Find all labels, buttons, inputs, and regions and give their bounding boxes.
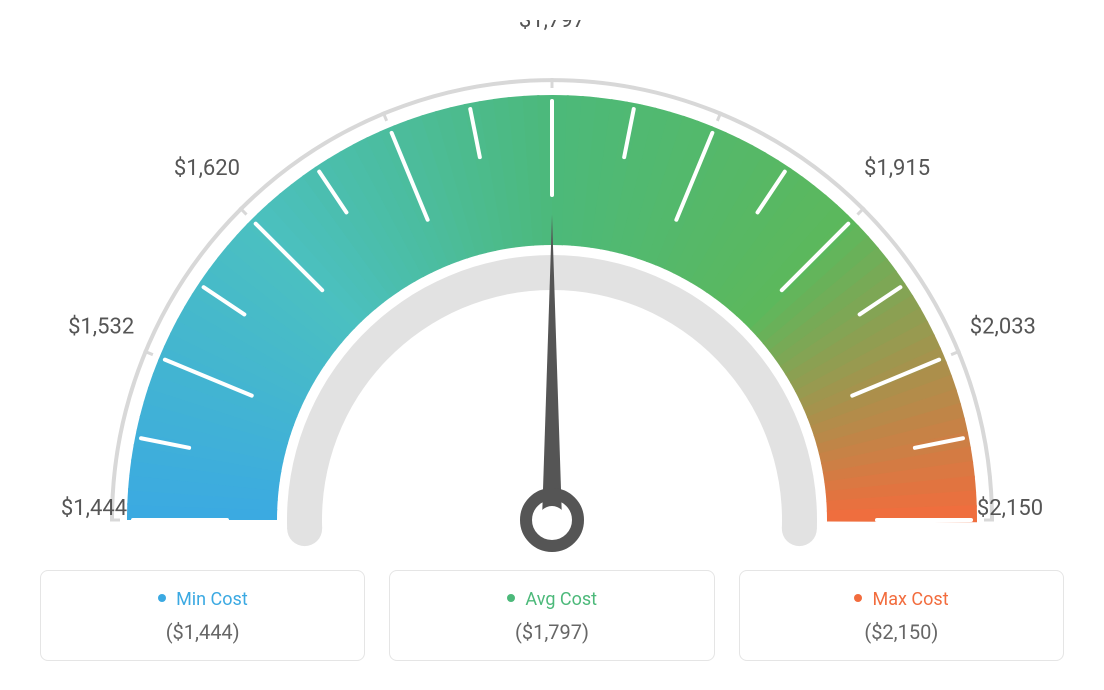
avg-cost-label: Avg Cost — [525, 589, 597, 610]
svg-text:$2,150: $2,150 — [977, 496, 1043, 521]
max-cost-label: Max Cost — [873, 589, 949, 610]
avg-cost-title: Avg Cost — [400, 589, 703, 610]
max-cost-value: ($2,150) — [750, 620, 1053, 644]
avg-cost-value: ($1,797) — [400, 620, 703, 644]
avg-cost-card: Avg Cost ($1,797) — [389, 570, 714, 661]
max-cost-card: Max Cost ($2,150) — [739, 570, 1064, 661]
svg-text:$1,797: $1,797 — [519, 20, 585, 33]
min-cost-title: Min Cost — [51, 589, 354, 610]
svg-text:$1,532: $1,532 — [68, 314, 134, 339]
max-dot-icon — [854, 594, 862, 602]
min-cost-card: Min Cost ($1,444) — [40, 570, 365, 661]
gauge-chart: $1,444 $1,532 $1,620 $1,797 $1,915 $2,033 $2,1… — [40, 20, 1064, 560]
min-cost-value: ($1,444) — [51, 620, 354, 644]
svg-text:$1,444: $1,444 — [61, 496, 127, 521]
svg-text:$1,620: $1,620 — [174, 156, 240, 181]
cost-cards-row: Min Cost ($1,444) Avg Cost ($1,797) Max … — [40, 570, 1064, 661]
svg-text:$1,915: $1,915 — [864, 156, 930, 181]
min-cost-label: Min Cost — [176, 589, 248, 610]
min-dot-icon — [158, 594, 166, 602]
gauge-svg: $1,444 $1,532 $1,620 $1,797 $1,915 $2,033 $2,1… — [40, 20, 1064, 560]
avg-dot-icon — [507, 594, 515, 602]
chart-container: $1,444 $1,532 $1,620 $1,797 $1,915 $2,033 $2,1… — [0, 0, 1104, 690]
max-cost-title: Max Cost — [750, 589, 1053, 610]
svg-text:$2,033: $2,033 — [970, 314, 1036, 339]
